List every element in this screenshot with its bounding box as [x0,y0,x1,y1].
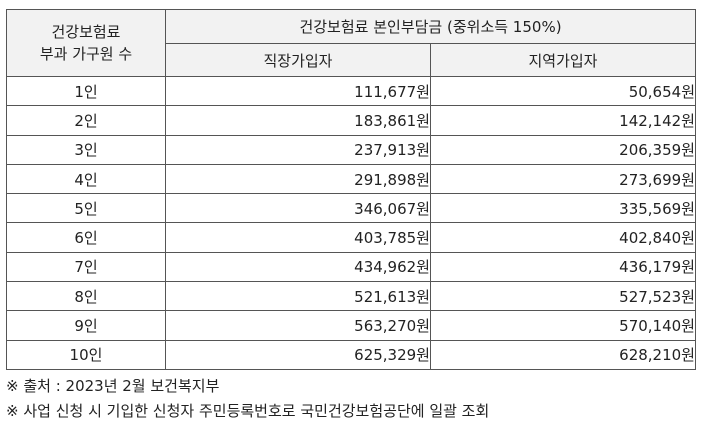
household-size-cell: 3인 [6,134,166,165]
regional-premium-cell: 335,569원 [430,193,696,224]
employee-premium-cell: 563,270원 [165,310,431,341]
employee-premium-cell: 434,962원 [165,251,431,283]
household-size-cell: 9인 [6,310,166,341]
table-row: 3인 237,913원 206,359원 [6,134,696,165]
table-row: 9인 563,270원 570,140원 [6,310,696,341]
table-row: 4인 291,898원 273,699원 [6,163,696,195]
employee-subscriber-header: 직장가입자 [165,43,431,77]
premium-table: 건강보험료 부과 가구원 수 건강보험료 본인부담금 (중위소득 150%) 직… [6,9,696,370]
regional-premium-cell: 436,179원 [430,251,696,283]
household-size-cell: 8인 [6,281,166,312]
household-size-cell: 5인 [6,193,166,224]
employee-premium-cell: 237,913원 [165,134,431,165]
household-size-cell: 7인 [6,251,166,283]
table-row: 1인 111,677원 50,654원 [6,75,696,107]
employee-premium-cell: 521,613원 [165,281,431,312]
employee-premium-cell: 346,067원 [165,193,431,224]
premium-group-header: 건강보험료 본인부담금 (중위소득 150%) [165,9,696,44]
regional-premium-cell: 527,523원 [430,281,696,312]
household-size-cell: 1인 [6,75,166,107]
regional-premium-cell: 50,654원 [430,75,696,107]
regional-premium-cell: 628,210원 [430,339,696,370]
employee-premium-cell: 291,898원 [165,163,431,195]
household-size-cell: 4인 [6,163,166,195]
household-size-cell: 6인 [6,222,166,253]
table-row: 2인 183,861원 142,142원 [6,105,696,136]
household-size-cell: 2인 [6,105,166,136]
table-row: 8인 521,613원 527,523원 [6,281,696,312]
regional-premium-cell: 206,359원 [430,134,696,165]
household-size-cell: 10인 [6,339,166,370]
table-row: 7인 434,962원 436,179원 [6,251,696,283]
footnotes: ※ 출처 : 2023년 2월 보건복지부 ※ 사업 신청 시 기입한 신청자 … [6,374,489,424]
regional-premium-cell: 142,142원 [430,105,696,136]
employee-premium-cell: 625,329원 [165,339,431,370]
household-size-header-line2: 부과 가구원 수 [39,45,133,63]
table-row: 5인 346,067원 335,569원 [6,193,696,224]
source-note: ※ 출처 : 2023년 2월 보건복지부 [6,377,220,395]
table-row: 6인 403,785원 402,840원 [6,222,696,253]
regional-premium-cell: 273,699원 [430,163,696,195]
regional-premium-cell: 402,840원 [430,222,696,253]
household-size-header-line1: 건강보험료 [51,23,121,41]
regional-premium-cell: 570,140원 [430,310,696,341]
lookup-note: ※ 사업 신청 시 기입한 신청자 주민등록번호로 국민건강보험공단에 일괄 조… [6,402,490,420]
regional-subscriber-header: 지역가입자 [430,43,696,77]
household-size-header: 건강보험료 부과 가구원 수 [6,9,166,77]
employee-premium-cell: 183,861원 [165,105,431,136]
employee-premium-cell: 403,785원 [165,222,431,253]
table-row: 10인 625,329원 628,210원 [6,339,696,370]
employee-premium-cell: 111,677원 [165,75,431,107]
